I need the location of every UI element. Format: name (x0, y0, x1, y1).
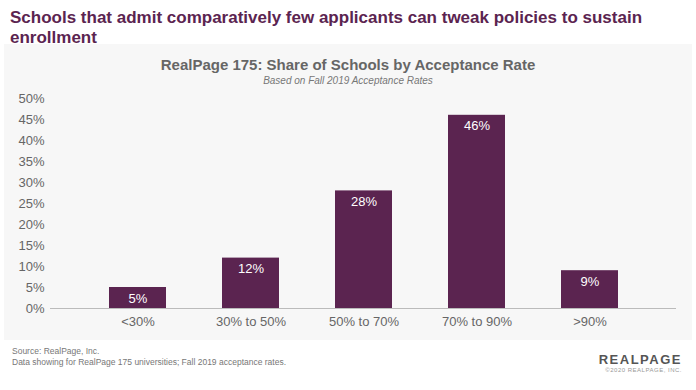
svg-text:30% to 50%: 30% to 50% (216, 314, 287, 329)
svg-text:50%: 50% (18, 91, 44, 106)
svg-text:30%: 30% (18, 175, 44, 190)
svg-text:46%: 46% (464, 118, 490, 133)
svg-text:5%: 5% (129, 291, 148, 306)
html-text:Schools that admit comparative: Schools that admit comparatively few app… (10, 8, 642, 47)
html-text:REALPAGE: REALPAGE (598, 352, 682, 367)
svg-text:25%: 25% (18, 196, 44, 211)
svg-text:45%: 45% (18, 112, 44, 127)
svg-text:40%: 40% (18, 133, 44, 148)
svg-text:70% to 90%: 70% to 90% (442, 314, 513, 329)
html-text:RealPage 175: Share of Schools: RealPage 175: Share of Schools by Accept… (160, 56, 536, 73)
svg-text:9%: 9% (581, 274, 600, 289)
svg-text:15%: 15% (18, 238, 44, 253)
svg-text:35%: 35% (18, 154, 44, 169)
svg-text:0%: 0% (26, 301, 45, 316)
svg-text:>90%: >90% (573, 314, 607, 329)
html-text:Based on Fall 2019 Acceptance: Based on Fall 2019 Acceptance Rates (263, 75, 433, 86)
svg-text:28%: 28% (351, 194, 377, 209)
svg-text:<30%: <30% (121, 314, 155, 329)
svg-text:12%: 12% (238, 261, 264, 276)
svg-text:10%: 10% (18, 259, 44, 274)
svg-text:50% to 70%: 50% to 70% (329, 314, 400, 329)
html-text:Data showing for RealPage 175: Data showing for RealPage 175 universiti… (12, 357, 286, 367)
html-text:Source: RealPage, Inc.: Source: RealPage, Inc. (12, 346, 100, 356)
svg-text:5%: 5% (26, 280, 45, 295)
svg-text:20%: 20% (18, 217, 44, 232)
html-text:©2020 REALPAGE, INC.: ©2020 REALPAGE, INC. (605, 367, 682, 373)
